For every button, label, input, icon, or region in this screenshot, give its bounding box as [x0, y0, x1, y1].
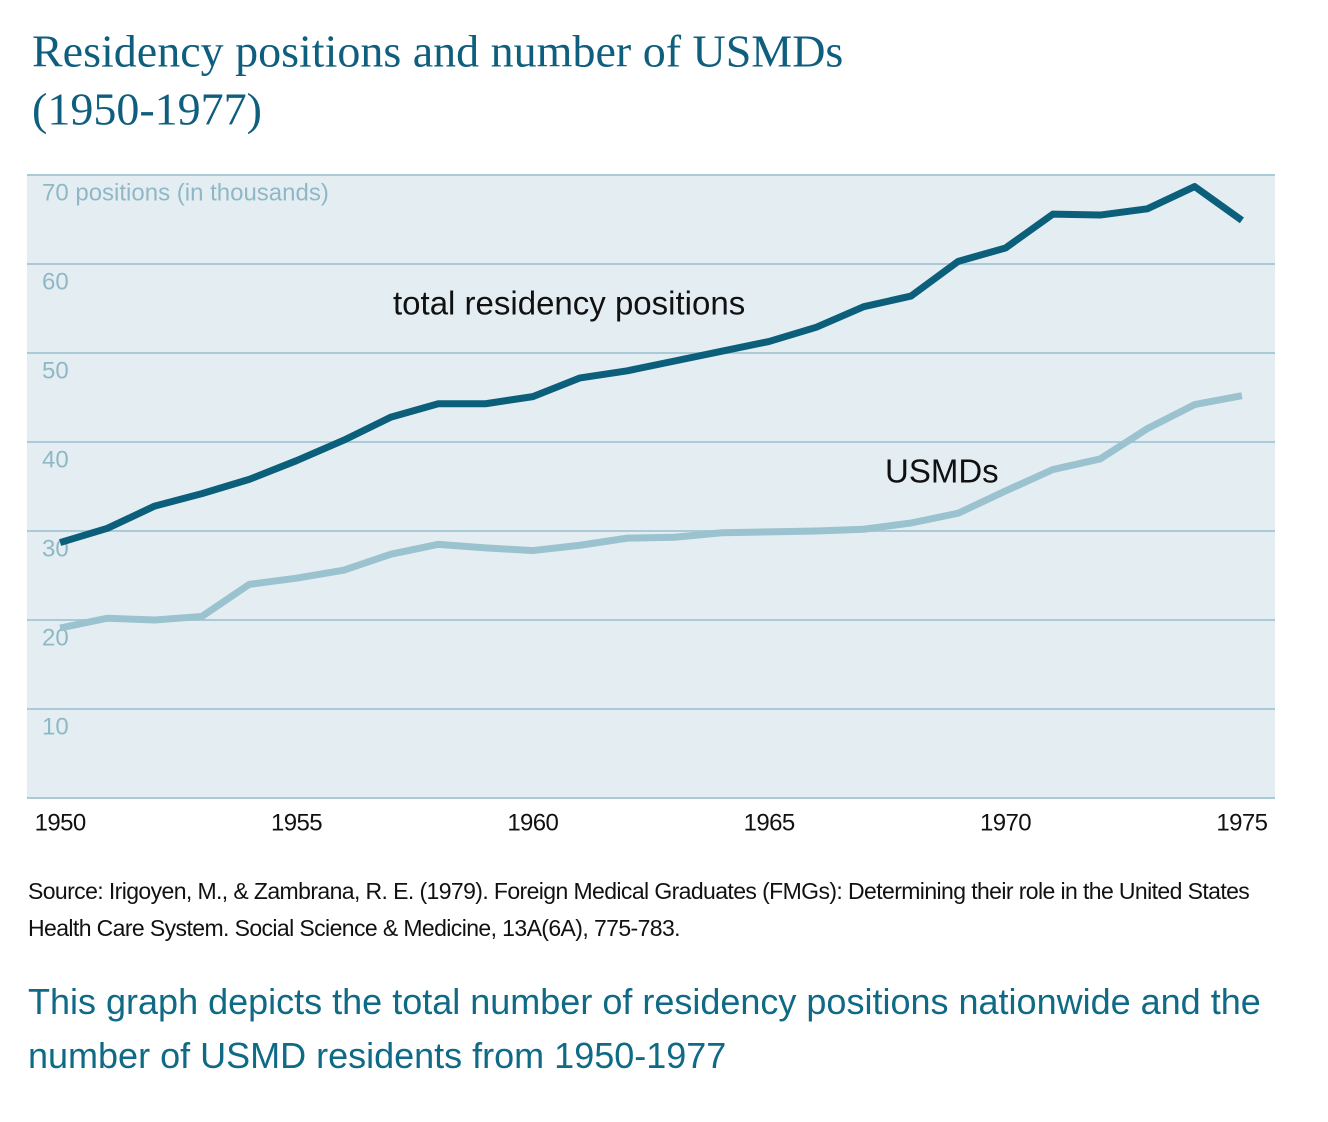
chart-subtitle: (1950-1977): [32, 84, 262, 135]
caption: This graph depicts the total number of r…: [28, 981, 1261, 1076]
y-tick-label: 70 positions (in thousands): [42, 179, 329, 206]
series-line: [59, 183, 1244, 546]
x-tick-label: 1965: [744, 809, 795, 836]
y-tick-label: 60: [42, 268, 69, 295]
series-label: total residency positions: [393, 285, 745, 322]
x-tick-label: 1950: [35, 809, 86, 836]
x-tick-label: 1975: [1216, 809, 1267, 836]
x-tick-label: 1955: [271, 809, 322, 836]
y-tick-label: 40: [42, 446, 69, 473]
x-tick-label: 1960: [507, 809, 558, 836]
y-tick-label: 50: [42, 357, 69, 384]
source-note: Source: Irigoyen, M., & Zambrana, R. E. …: [28, 878, 1250, 941]
series-line: [59, 392, 1243, 632]
y-tick-label: 10: [42, 713, 69, 740]
chart-title: Residency positions and number of USMDs: [32, 26, 843, 77]
series-label: USMDs: [885, 453, 999, 490]
x-tick-label: 1970: [980, 809, 1031, 836]
